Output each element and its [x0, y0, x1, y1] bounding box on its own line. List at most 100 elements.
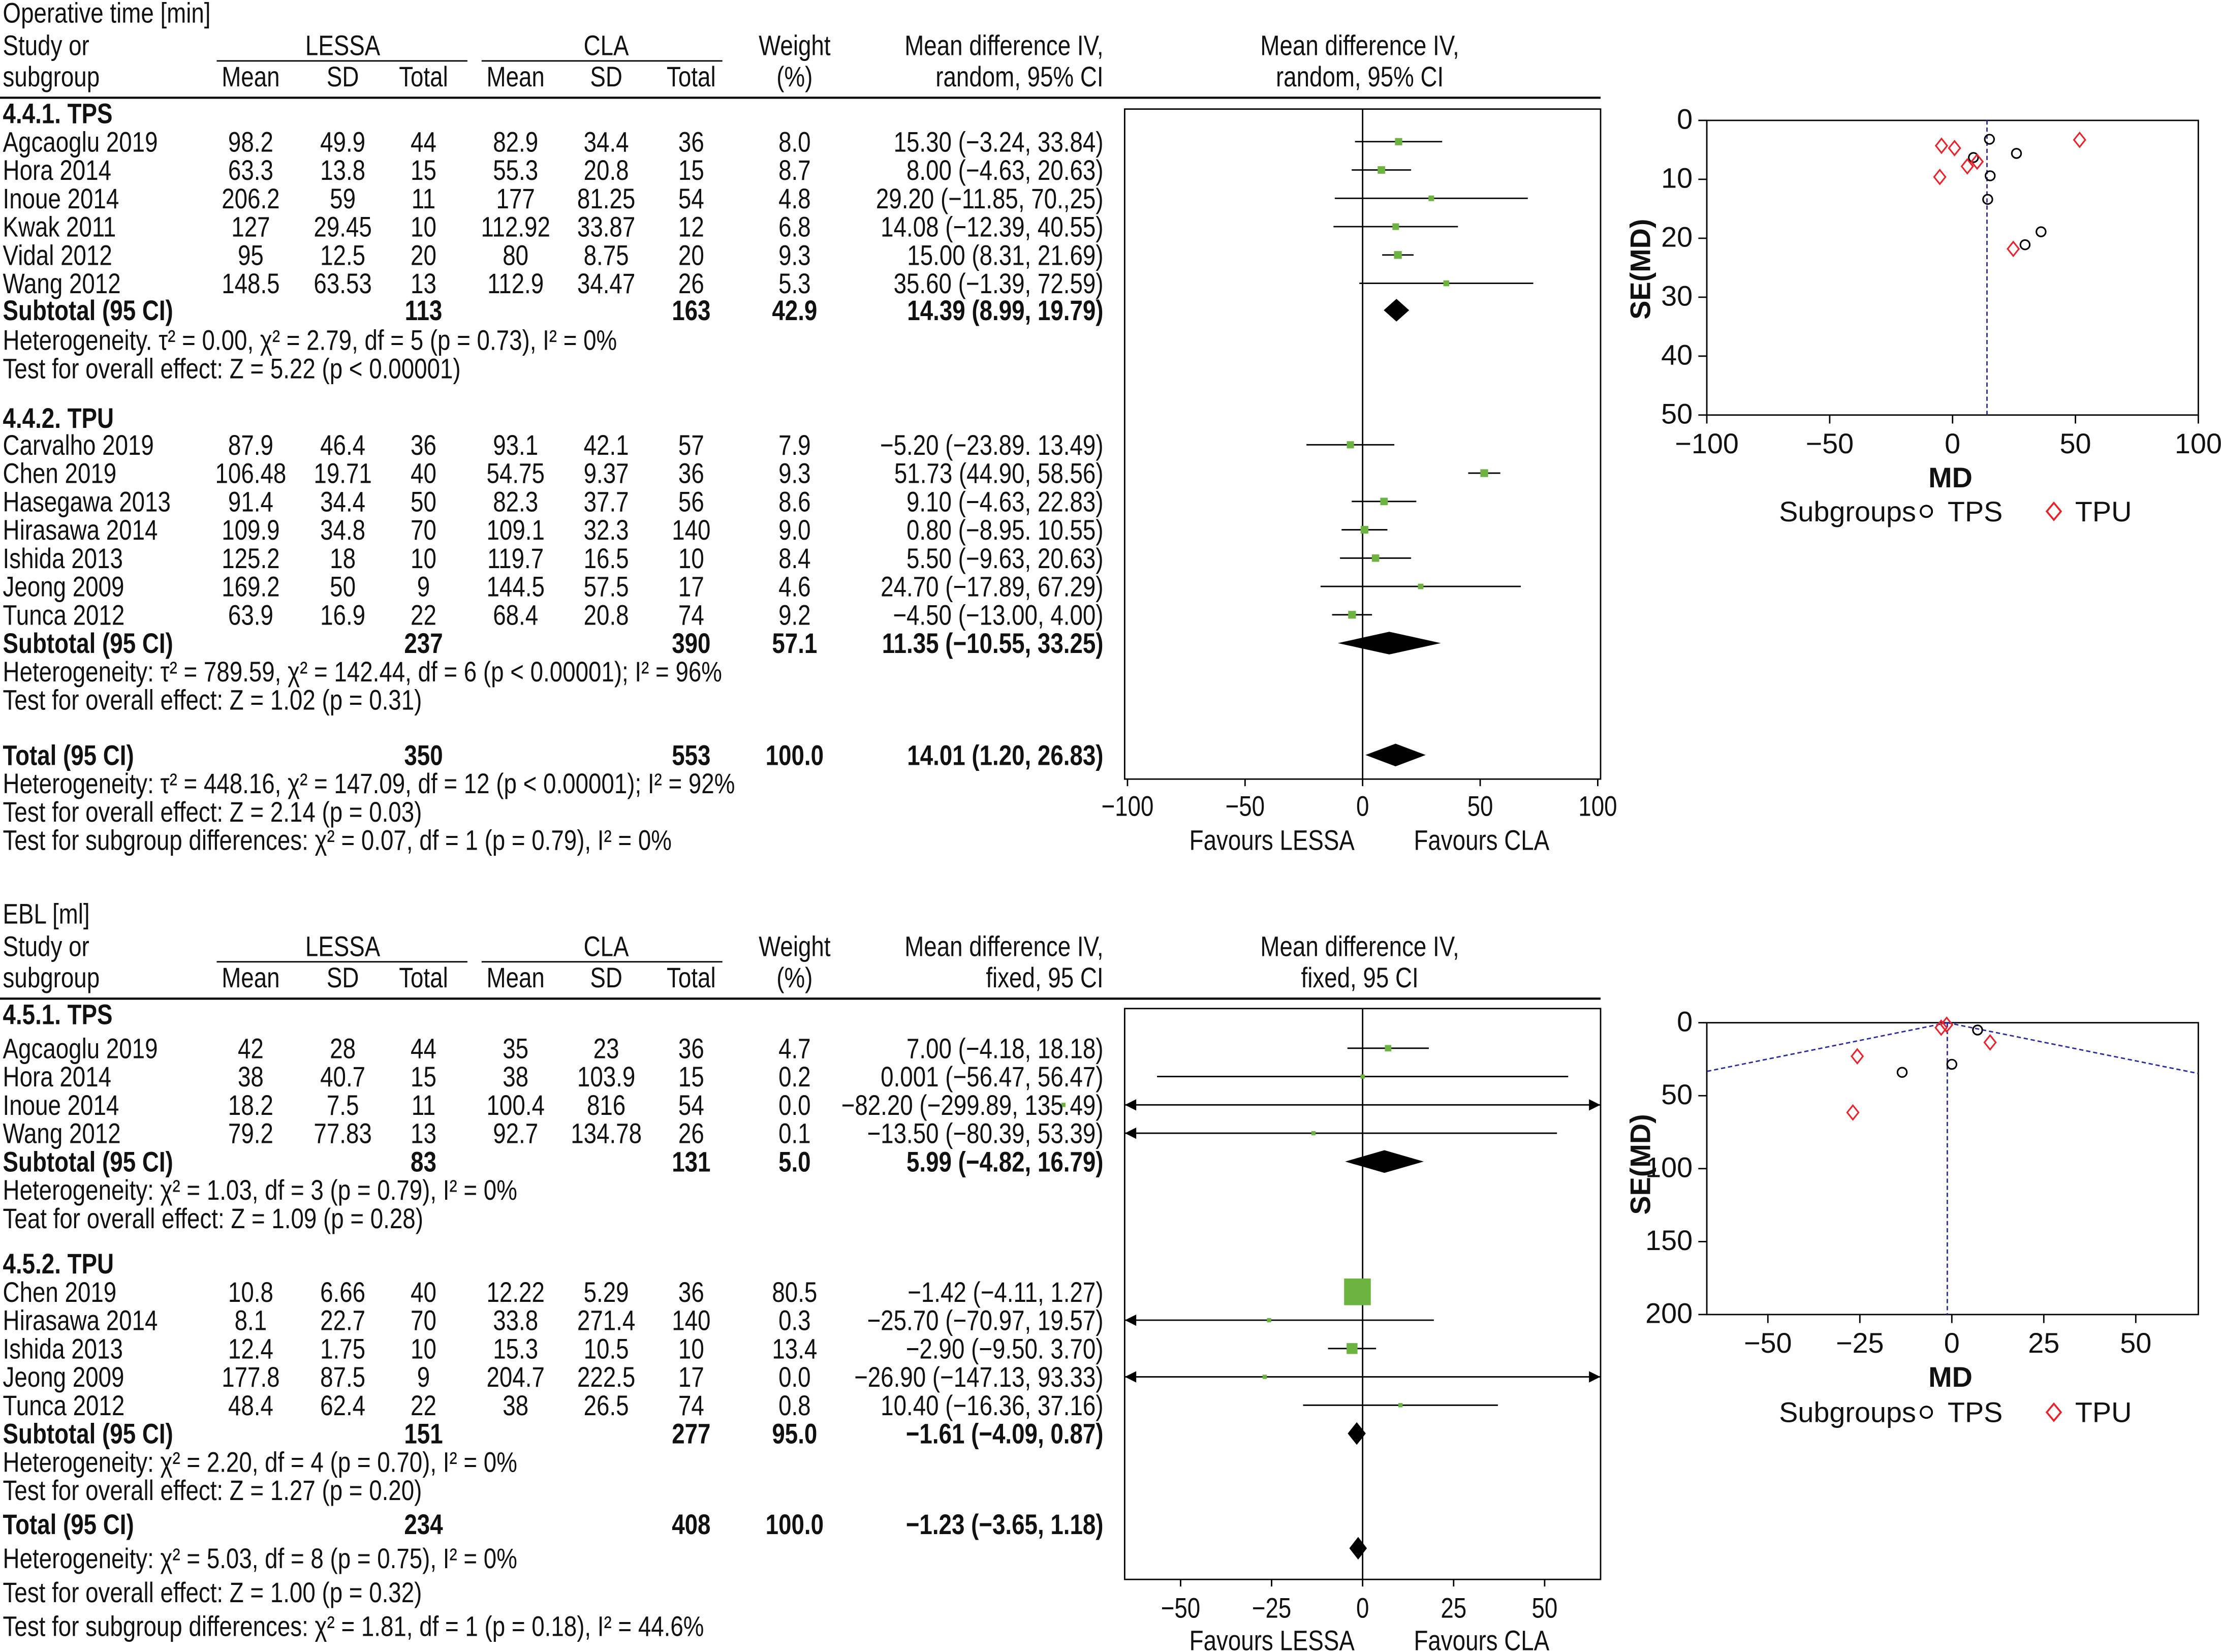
- weight-value: 0.3: [778, 1304, 811, 1336]
- subtotal-diamond: [1348, 1422, 1366, 1445]
- table-cell: 26.5: [584, 1390, 629, 1421]
- table-cell: 222.5: [577, 1361, 635, 1393]
- cla-total: 163: [672, 295, 710, 326]
- axis-tick-label: −25: [1252, 1592, 1292, 1624]
- table-cell: 112.92: [481, 211, 550, 242]
- mean-difference-ci: −5.20 (−23.89. 13.49): [880, 429, 1104, 461]
- table-cell: 17: [678, 571, 704, 602]
- axis-tick-label: −50: [1161, 1592, 1201, 1624]
- x-tick-label: 50: [2060, 428, 2091, 459]
- header-study: Study or: [3, 930, 89, 962]
- weight-value: 9.3: [778, 457, 811, 489]
- mean-difference-ci: 10.40 (−16.36, 37.16): [881, 1390, 1103, 1421]
- study-name: Ishida 2013: [3, 1333, 123, 1364]
- table-cell: 34.8: [320, 514, 365, 546]
- axis-tick-label: 25: [1441, 1592, 1466, 1624]
- y-tick-label: 20: [1661, 222, 1693, 253]
- tpu-point: [1960, 158, 1974, 175]
- axis-tick-label: 0: [1356, 790, 1369, 822]
- weight-value: 100.0: [766, 1509, 824, 1540]
- table-cell: 134.78: [571, 1117, 642, 1149]
- table-cell: 10: [678, 1333, 704, 1364]
- favours-lessa-label: Favours LESSA: [1190, 1625, 1355, 1651]
- table-cell: 112.9: [487, 268, 544, 299]
- table-cell: 37.7: [584, 486, 629, 517]
- table-cell: 15: [411, 154, 436, 186]
- statistics-text: Heterogeneity: χ² = 2.20, df = 4 (p = 0.…: [3, 1446, 517, 1478]
- study-effect-square: [1378, 166, 1386, 174]
- tpu-point: [1934, 1019, 1948, 1036]
- mean-difference-ci: 15.00 (8.31, 21.69): [907, 239, 1103, 271]
- weight-value: 4.8: [778, 182, 811, 214]
- table-cell: 10.5: [584, 1333, 629, 1364]
- column-header: Total: [399, 61, 448, 92]
- mean-difference-ci: −1.42 (−4.11, 1.27): [908, 1276, 1103, 1308]
- table-cell: 20.8: [584, 154, 629, 186]
- lessa-total: 113: [405, 295, 443, 326]
- table-cell: 15: [411, 1061, 436, 1093]
- column-header: Total: [667, 962, 716, 993]
- table-cell: 44: [411, 126, 436, 158]
- table-cell: 38: [503, 1061, 528, 1093]
- table-cell: 63.9: [228, 599, 273, 631]
- mean-difference-ci: 35.60 (−1.39, 72.59): [894, 268, 1104, 299]
- subgroup-label: 4.5.2. TPU: [3, 1248, 114, 1280]
- table-cell: 144.5: [486, 571, 544, 602]
- table-cell: 6.66: [320, 1276, 365, 1308]
- header-cla: CLA: [584, 29, 629, 61]
- table-cell: 87.9: [228, 429, 273, 461]
- mean-difference-ci: 51.73 (44.90, 58.56): [894, 457, 1104, 489]
- tps-point: [1946, 1058, 1957, 1070]
- mean-difference-ci: 9.10 (−4.63, 22.83): [906, 486, 1104, 517]
- table-cell: 22: [411, 599, 436, 631]
- subtotal-diamond: [1384, 299, 1410, 322]
- study-effect-square: [1394, 251, 1402, 259]
- statistics-text: Heterogeneity: τ² = 448.16, χ² = 147.09,…: [3, 768, 735, 799]
- mean-difference-ci: −26.90 (−147.13, 93.33): [854, 1361, 1103, 1393]
- statistics-text: Test for overall effect: Z = 1.02 (p = 0…: [3, 684, 422, 715]
- table-cell: 18.2: [228, 1089, 273, 1121]
- study-effect-square: [1398, 1403, 1403, 1408]
- table-cell: 54: [678, 182, 704, 214]
- table-cell: 13: [411, 268, 436, 299]
- mean-difference-ci: −82.20 (−299.89, 135.49): [841, 1089, 1104, 1121]
- table-cell: 177.8: [222, 1361, 279, 1393]
- table-cell: 70: [411, 1304, 436, 1336]
- lessa-total: 234: [404, 1509, 443, 1540]
- y-tick-label: 50: [1661, 398, 1693, 429]
- table-cell: 148.5: [222, 268, 279, 299]
- weight-value: 8.0: [778, 126, 811, 158]
- study-effect-square: [1360, 1074, 1365, 1079]
- row-label: Subtotal (95 CI): [3, 1146, 173, 1177]
- header-weight-unit: (%): [776, 61, 812, 92]
- statistics-text: Heterogeneity: χ² = 5.03, df = 8 (p = 0.…: [3, 1543, 517, 1574]
- lessa-total: 151: [404, 1418, 443, 1449]
- table-cell: 15: [678, 1061, 704, 1093]
- mean-difference-ci: 14.08 (−12.39, 40.55): [881, 211, 1103, 242]
- tps-point: [2011, 148, 2022, 159]
- row-label: Subtotal (95 CI): [3, 1418, 173, 1449]
- table-cell: 56: [678, 486, 704, 517]
- column-header: SD: [327, 962, 359, 993]
- legend-circle-icon: [1920, 1406, 1933, 1419]
- study-name: Jeong 2009: [3, 571, 124, 602]
- study-effect-square: [1392, 223, 1399, 230]
- table-cell: 12.5: [320, 239, 365, 271]
- tps-point: [1972, 1024, 1983, 1036]
- table-cell: 177: [496, 182, 535, 214]
- header-lessa: LESSA: [305, 930, 380, 962]
- axis-tick-label: −100: [1101, 790, 1153, 822]
- x-tick-label: −100: [1675, 428, 1739, 459]
- y-axis-label: SE(MD): [1625, 219, 1656, 320]
- cla-total: 408: [672, 1509, 710, 1540]
- table-cell: 68.4: [493, 599, 538, 631]
- table-cell: 816: [587, 1089, 625, 1121]
- table-cell: 26: [678, 1117, 704, 1149]
- table-cell: 12.22: [486, 1276, 544, 1308]
- column-header: Mean: [222, 61, 279, 92]
- table-cell: 57.5: [584, 571, 629, 602]
- study-name: Agcaoglu 2019: [3, 126, 158, 158]
- study-name: Vidal 2012: [3, 239, 112, 271]
- table-cell: 140: [672, 1304, 710, 1336]
- mean-difference-ci: 0.80 (−8.95. 10.55): [906, 514, 1104, 546]
